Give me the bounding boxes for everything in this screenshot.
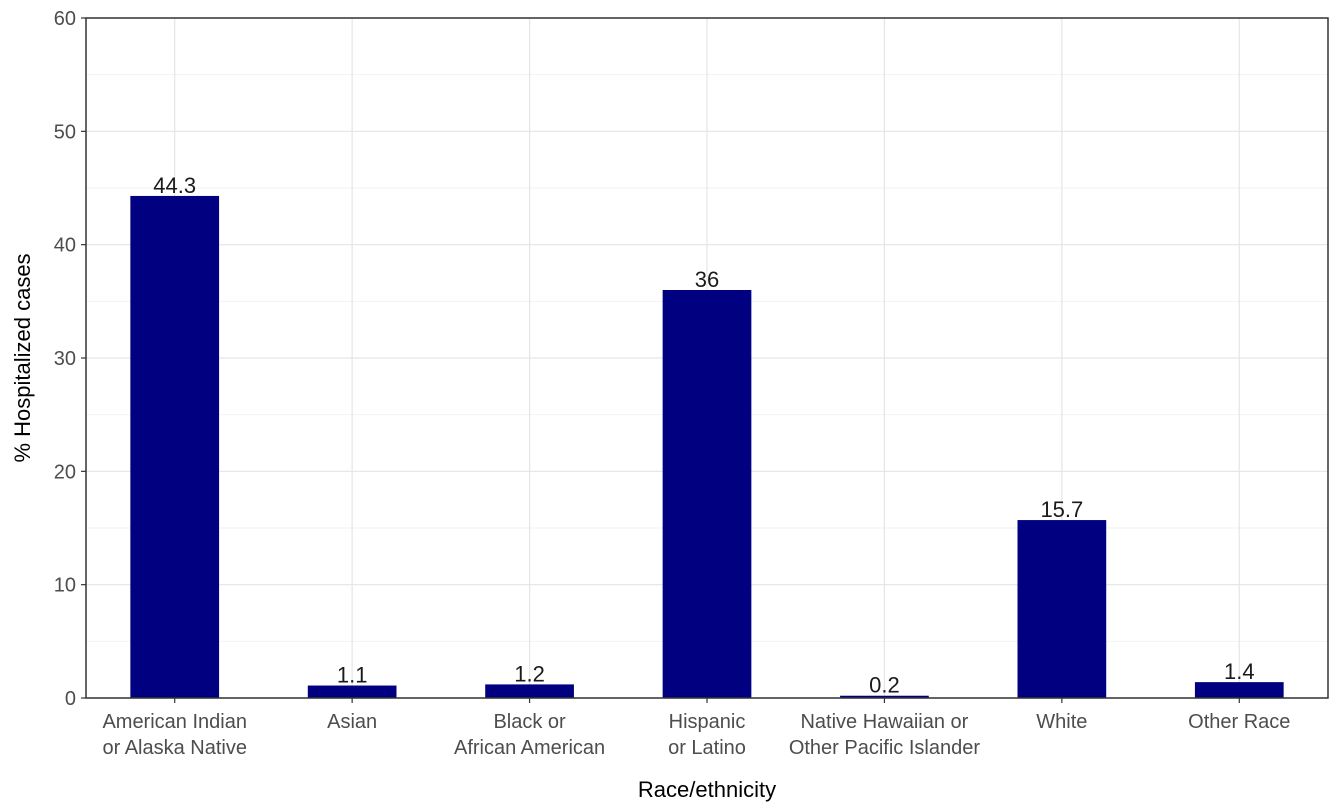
x-tick-label: Hispanic or Latino	[668, 711, 746, 759]
y-tick-label: 10	[54, 575, 76, 597]
data-labels: 44.3 1.1 1.2 36 0.2 15.7 1.4	[153, 173, 1254, 698]
y-tick-label: 50	[54, 121, 76, 143]
data-label: 1.1	[337, 663, 368, 688]
y-tick-label: 20	[54, 461, 76, 483]
x-tick-label: Native Hawaiian or Other Pacific Islander	[789, 711, 981, 759]
y-tick-label: 60	[54, 8, 76, 30]
bar	[1194, 682, 1284, 698]
x-axis: American Indian or Alaska Native Asian Blac…	[102, 698, 1290, 759]
data-label: 1.2	[514, 661, 545, 686]
x-tick-label-line: Hispanic	[669, 711, 746, 733]
bars	[130, 195, 1284, 698]
x-tick-label-line: African American	[454, 737, 605, 759]
y-axis: 0 10 20 30 40 50 60	[54, 8, 86, 710]
x-tick-label: Other Race	[1188, 711, 1290, 733]
x-tick-label-line: Other Pacific Islander	[789, 737, 981, 759]
data-label: 15.7	[1040, 497, 1083, 522]
x-tick-label-line: Black or	[493, 711, 566, 733]
data-label: 0.2	[869, 673, 900, 698]
x-tick-label-line: Asian	[327, 711, 377, 733]
x-tick-label: American Indian or Alaska Native	[102, 711, 247, 759]
x-tick-label-line: or Alaska Native	[102, 737, 247, 759]
data-label: 1.4	[1224, 659, 1255, 684]
x-axis-title: Race/ethnicity	[638, 777, 776, 802]
x-tick-label: Black or African American	[454, 711, 605, 759]
x-tick-label-line: or Latino	[668, 737, 746, 759]
x-tick-label-line: American Indian	[102, 711, 247, 733]
x-tick-label: White	[1036, 711, 1087, 733]
y-tick-label: 0	[65, 688, 76, 710]
x-tick-label-line: White	[1036, 711, 1087, 733]
bar	[662, 290, 752, 698]
y-tick-label: 40	[54, 235, 76, 257]
data-label: 44.3	[153, 173, 196, 198]
bar	[485, 684, 574, 698]
x-tick-label-line: Other Race	[1188, 711, 1290, 733]
y-tick-label: 30	[54, 348, 76, 370]
x-tick-label: Asian	[327, 711, 377, 733]
bar	[1017, 520, 1107, 698]
bar	[307, 685, 397, 698]
data-label: 36	[695, 267, 719, 292]
bar	[130, 195, 220, 698]
bar	[840, 695, 929, 698]
x-tick-label-line: Native Hawaiian or	[800, 711, 968, 733]
y-axis-title: % Hospitalized cases	[10, 253, 35, 462]
